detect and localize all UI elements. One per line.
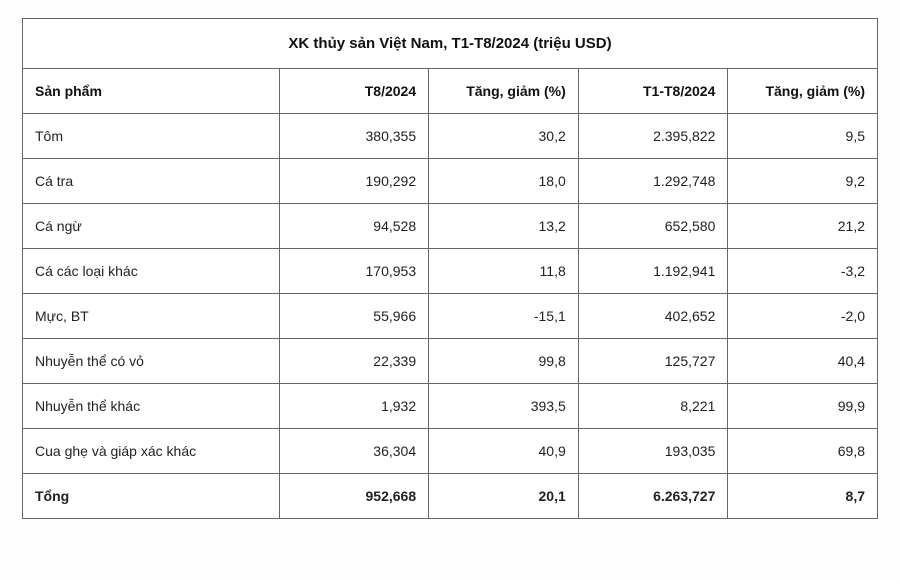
cell-month-pct: 30,2 bbox=[429, 114, 579, 159]
export-table: XK thủy sản Việt Nam, T1-T8/2024 (triệu … bbox=[22, 18, 878, 519]
cell-month: 1,932 bbox=[279, 384, 429, 429]
cell-total-label: Tổng bbox=[23, 474, 280, 519]
table-row: Cá các loại khác 170,953 11,8 1.192,941 … bbox=[23, 249, 878, 294]
cell-ytd-pct: -3,2 bbox=[728, 249, 878, 294]
cell-month-pct: -15,1 bbox=[429, 294, 579, 339]
table-row: Nhuyễn thể khác 1,932 393,5 8,221 99,9 bbox=[23, 384, 878, 429]
cell-month: 190,292 bbox=[279, 159, 429, 204]
cell-month: 170,953 bbox=[279, 249, 429, 294]
cell-ytd-pct: 9,2 bbox=[728, 159, 878, 204]
cell-month: 55,966 bbox=[279, 294, 429, 339]
cell-total-ytd: 6.263,727 bbox=[578, 474, 728, 519]
cell-ytd: 125,727 bbox=[578, 339, 728, 384]
cell-product: Cá tra bbox=[23, 159, 280, 204]
cell-month: 380,355 bbox=[279, 114, 429, 159]
cell-month-pct: 18,0 bbox=[429, 159, 579, 204]
col-header-product: Sản phẩm bbox=[23, 69, 280, 114]
table-title-row: XK thủy sản Việt Nam, T1-T8/2024 (triệu … bbox=[23, 19, 878, 69]
cell-ytd: 652,580 bbox=[578, 204, 728, 249]
cell-month: 94,528 bbox=[279, 204, 429, 249]
cell-month: 22,339 bbox=[279, 339, 429, 384]
table-header-row: Sản phẩm T8/2024 Tăng, giảm (%) T1-T8/20… bbox=[23, 69, 878, 114]
cell-month-pct: 393,5 bbox=[429, 384, 579, 429]
cell-total-month-pct: 20,1 bbox=[429, 474, 579, 519]
cell-total-month: 952,668 bbox=[279, 474, 429, 519]
cell-month-pct: 13,2 bbox=[429, 204, 579, 249]
table-row: Mực, BT 55,966 -15,1 402,652 -2,0 bbox=[23, 294, 878, 339]
cell-month-pct: 11,8 bbox=[429, 249, 579, 294]
cell-ytd: 1.192,941 bbox=[578, 249, 728, 294]
cell-ytd-pct: 99,9 bbox=[728, 384, 878, 429]
cell-month: 36,304 bbox=[279, 429, 429, 474]
cell-ytd-pct: 69,8 bbox=[728, 429, 878, 474]
cell-product: Nhuyễn thể khác bbox=[23, 384, 280, 429]
cell-product: Cá các loại khác bbox=[23, 249, 280, 294]
cell-product: Cá ngừ bbox=[23, 204, 280, 249]
cell-ytd-pct: 21,2 bbox=[728, 204, 878, 249]
cell-product: Nhuyễn thể có vỏ bbox=[23, 339, 280, 384]
col-header-month-pct: Tăng, giảm (%) bbox=[429, 69, 579, 114]
table-body: Tôm 380,355 30,2 2.395,822 9,5 Cá tra 19… bbox=[23, 114, 878, 519]
cell-ytd: 2.395,822 bbox=[578, 114, 728, 159]
cell-product: Tôm bbox=[23, 114, 280, 159]
table-row: Tôm 380,355 30,2 2.395,822 9,5 bbox=[23, 114, 878, 159]
col-header-ytd: T1-T8/2024 bbox=[578, 69, 728, 114]
table-total-row: Tổng 952,668 20,1 6.263,727 8,7 bbox=[23, 474, 878, 519]
cell-ytd: 1.292,748 bbox=[578, 159, 728, 204]
cell-month-pct: 40,9 bbox=[429, 429, 579, 474]
cell-ytd-pct: -2,0 bbox=[728, 294, 878, 339]
cell-total-ytd-pct: 8,7 bbox=[728, 474, 878, 519]
cell-product: Mực, BT bbox=[23, 294, 280, 339]
cell-ytd-pct: 9,5 bbox=[728, 114, 878, 159]
cell-month-pct: 99,8 bbox=[429, 339, 579, 384]
table-row: Cá ngừ 94,528 13,2 652,580 21,2 bbox=[23, 204, 878, 249]
table-row: Cua ghẹ và giáp xác khác 36,304 40,9 193… bbox=[23, 429, 878, 474]
col-header-ytd-pct: Tăng, giảm (%) bbox=[728, 69, 878, 114]
cell-ytd: 193,035 bbox=[578, 429, 728, 474]
table-row: Cá tra 190,292 18,0 1.292,748 9,2 bbox=[23, 159, 878, 204]
cell-ytd: 8,221 bbox=[578, 384, 728, 429]
col-header-month: T8/2024 bbox=[279, 69, 429, 114]
cell-ytd-pct: 40,4 bbox=[728, 339, 878, 384]
table-title: XK thủy sản Việt Nam, T1-T8/2024 (triệu … bbox=[23, 19, 878, 69]
table-row: Nhuyễn thể có vỏ 22,339 99,8 125,727 40,… bbox=[23, 339, 878, 384]
cell-product: Cua ghẹ và giáp xác khác bbox=[23, 429, 280, 474]
cell-ytd: 402,652 bbox=[578, 294, 728, 339]
